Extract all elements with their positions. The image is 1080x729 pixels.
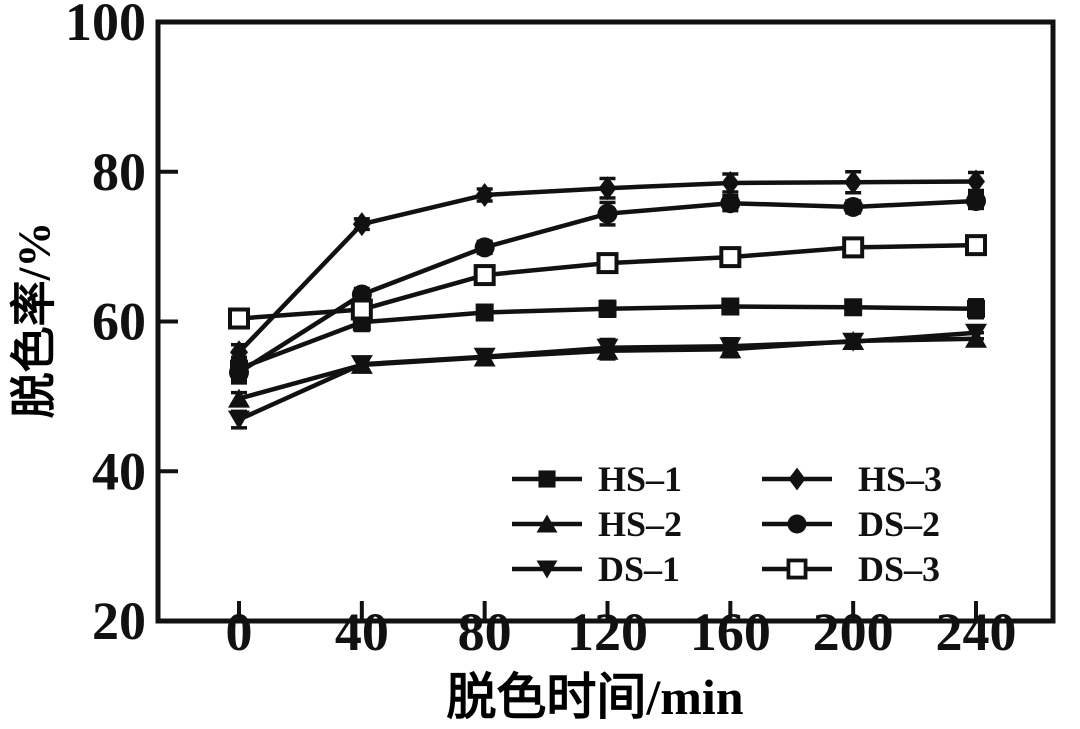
marker-open-square <box>786 558 808 580</box>
legend-item: DS–2 <box>762 504 940 544</box>
marker-filled-square <box>475 303 494 322</box>
legend-item: HS–2 <box>512 504 682 544</box>
marker-filled-circle <box>843 196 864 217</box>
tick-labels: 20 40 60 80 100 0 40 80 120 160 200 240 <box>65 0 1017 662</box>
x-tick-label: 120 <box>567 602 648 662</box>
marker-filled-diamond <box>598 176 617 201</box>
marker-filled-circle <box>229 362 249 383</box>
marker-filled-diamond <box>352 212 371 237</box>
legend: HS–1 HS–2 DS–1 HS–3 DS–2 DS–3 <box>512 459 942 589</box>
marker-filled-square <box>844 298 863 317</box>
marker-filled-circle <box>597 203 618 224</box>
marker-filled-diamond <box>475 182 494 207</box>
x-tick-label: 0 <box>226 602 253 662</box>
y-tick-label: 40 <box>92 441 146 501</box>
marker-filled-triangle-down <box>536 560 558 579</box>
series-DS-1 <box>228 323 987 430</box>
legend-label: DS–1 <box>598 549 680 589</box>
legend-label: DS–2 <box>858 504 940 544</box>
x-tick-label: 40 <box>335 602 389 662</box>
x-tick-label: 240 <box>936 602 1017 662</box>
marker-open-square <box>596 252 619 275</box>
marker-filled-triangle-down <box>596 338 619 358</box>
legend-label: HS–2 <box>598 504 682 544</box>
legend-item: HS–1 <box>512 459 682 499</box>
marker-filled-triangle-up <box>536 514 558 533</box>
x-tick-label: 200 <box>813 602 894 662</box>
marker-filled-triangle-down <box>473 347 496 367</box>
legend-label: HS–3 <box>858 459 942 499</box>
marker-open-square <box>965 234 987 257</box>
marker-filled-triangle-down <box>719 337 742 357</box>
marker-filled-diamond <box>844 170 863 195</box>
marker-filled-triangle-down <box>842 332 865 352</box>
legend-label: HS–1 <box>598 459 682 499</box>
x-tick-label: 160 <box>690 602 771 662</box>
marker-filled-square <box>721 297 740 316</box>
y-axis-title: 脱色率/% <box>9 222 60 419</box>
y-tick-label: 80 <box>92 142 146 202</box>
marker-filled-diamond <box>230 340 248 365</box>
marker-filled-triangle-down <box>965 323 987 343</box>
legend-item: DS–1 <box>512 549 680 589</box>
series-HS-3 <box>230 169 985 365</box>
marker-filled-circle <box>474 237 495 258</box>
marker-filled-square <box>598 299 617 318</box>
marker-filled-circle <box>787 514 807 534</box>
marker-open-square <box>719 246 742 269</box>
axis-ticks <box>158 169 978 621</box>
plot-border <box>155 19 1056 624</box>
marker-filled-triangle-down <box>350 355 373 375</box>
marker-filled-diamond <box>967 169 985 194</box>
legend-label: DS–3 <box>858 549 940 589</box>
marker-filled-diamond <box>788 467 806 491</box>
marker-filled-triangle-down <box>228 410 250 430</box>
data-series <box>228 169 987 430</box>
marker-filled-square <box>538 470 556 488</box>
marker-open-square <box>473 264 496 287</box>
marker-filled-diamond <box>721 170 740 195</box>
y-tick-label: 60 <box>92 292 146 352</box>
y-tick-label: 20 <box>92 591 146 651</box>
marker-open-square <box>350 298 373 321</box>
marker-filled-circle <box>720 193 741 214</box>
series-DS-3 <box>228 234 987 330</box>
x-axis-title: 脱色时间/min <box>446 669 743 725</box>
marker-filled-circle <box>966 190 986 211</box>
marker-open-square <box>842 236 865 259</box>
x-tick-label: 80 <box>458 602 512 662</box>
legend-item: HS–3 <box>762 459 942 499</box>
marker-filled-triangle-up <box>228 388 250 408</box>
marker-open-square <box>228 307 250 330</box>
y-tick-label: 100 <box>65 0 146 52</box>
marker-filled-square <box>967 299 985 318</box>
legend-item: DS–3 <box>762 549 940 589</box>
